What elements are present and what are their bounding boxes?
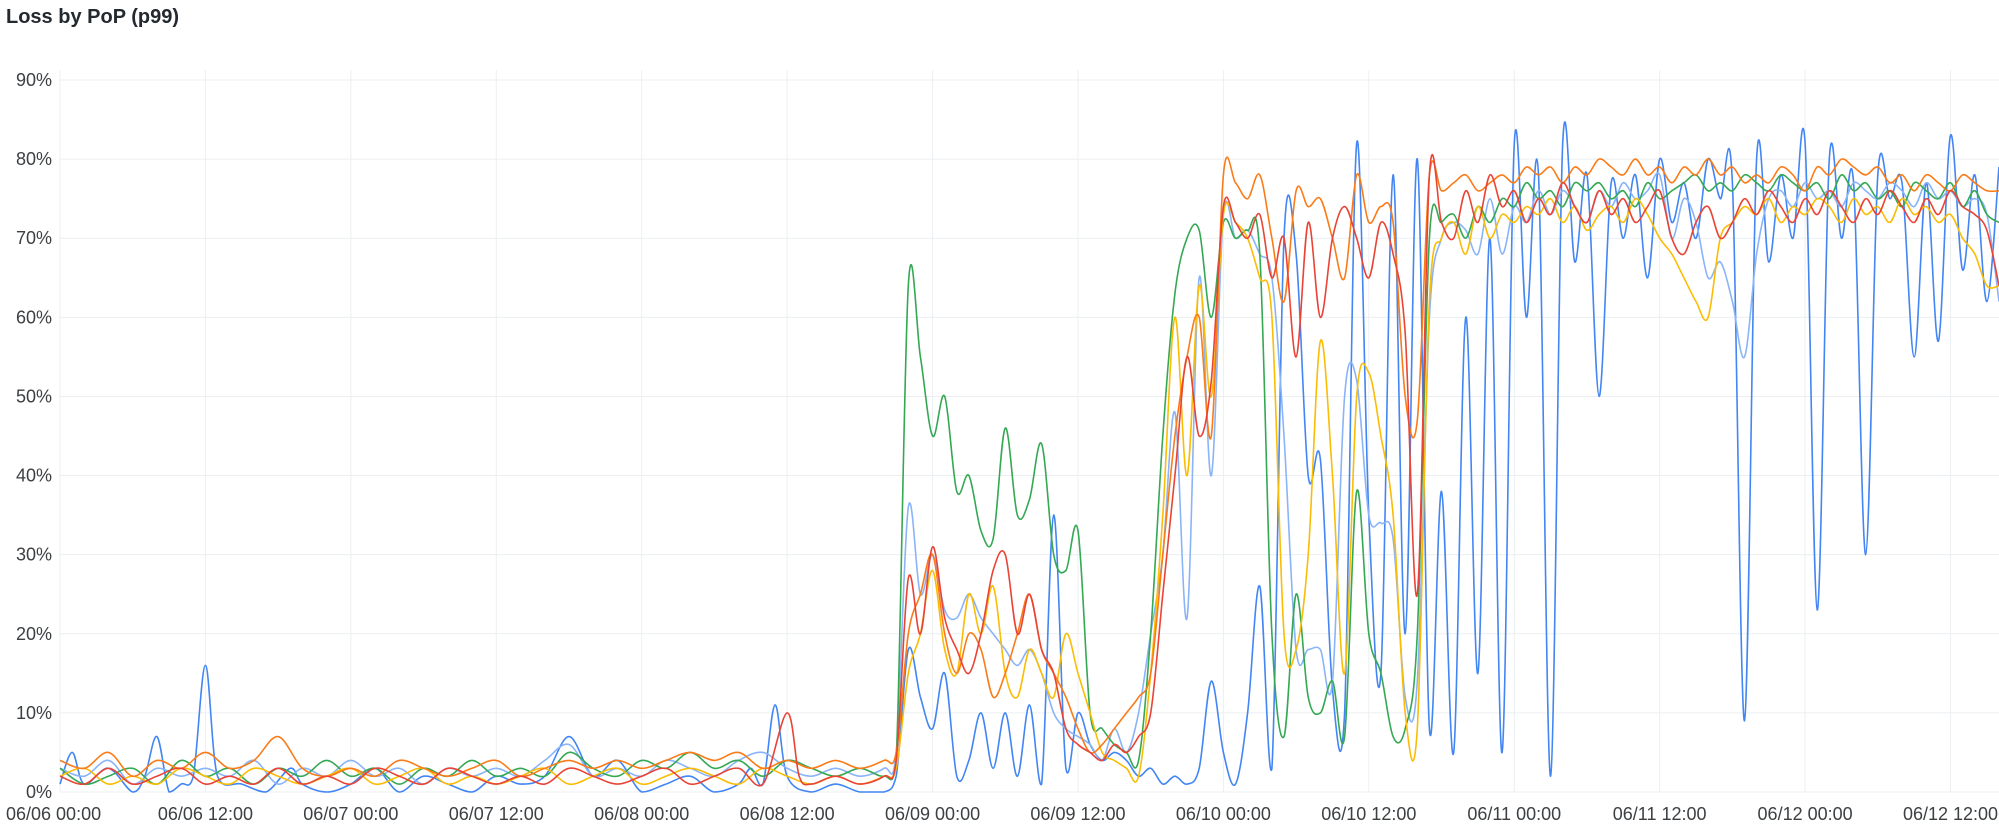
x-tick-label: 06/11 00:00 <box>1467 804 1561 824</box>
y-tick-label: 60% <box>16 307 52 327</box>
series-line-4 <box>59 197 1999 786</box>
x-tick-label: 06/09 12:00 <box>1030 804 1125 824</box>
series-layer <box>59 121 1999 793</box>
x-tick-label: 06/06 00:00 <box>6 804 101 824</box>
series-line-3 <box>59 173 1999 786</box>
grid-layer <box>59 70 1999 793</box>
x-tick-label: 06/06 12:00 <box>158 804 253 824</box>
y-tick-label: 90% <box>16 70 52 90</box>
x-tick-label: 06/12 12:00 <box>1903 804 1998 824</box>
y-tick-label: 30% <box>16 545 52 565</box>
y-tick-label: 80% <box>16 149 52 169</box>
x-axis: 06/06 00:00 06/06 12:00 06/07 00:00 06/07 1… <box>6 804 1998 824</box>
x-tick-label: 06/08 12:00 <box>740 804 835 824</box>
x-tick-label: 06/08 00:00 <box>594 804 689 824</box>
y-tick-label: 70% <box>16 228 52 248</box>
x-tick-label: 06/07 00:00 <box>303 804 398 824</box>
y-tick-label: 10% <box>16 703 52 723</box>
y-tick-label: 20% <box>16 624 52 644</box>
x-tick-label: 06/10 12:00 <box>1321 804 1416 824</box>
y-tick-label: 40% <box>16 466 52 486</box>
x-tick-label: 06/11 12:00 <box>1613 804 1707 824</box>
x-tick-label: 06/09 00:00 <box>885 804 980 824</box>
series-line-5 <box>59 156 1999 778</box>
series-line-1 <box>59 121 1999 793</box>
y-tick-label: 0% <box>26 782 52 802</box>
series-line-6 <box>59 154 1999 787</box>
chart-title: Loss by PoP (p99) <box>6 6 180 28</box>
y-tick-label: 50% <box>16 386 52 406</box>
x-tick-label: 06/12 00:00 <box>1758 804 1853 824</box>
x-tick-label: 06/07 12:00 <box>449 804 544 824</box>
x-tick-label: 06/10 00:00 <box>1176 804 1271 824</box>
y-axis: 0% 10% 20% 30% 40% 50% 60% 70% 80% 90% <box>16 70 52 802</box>
